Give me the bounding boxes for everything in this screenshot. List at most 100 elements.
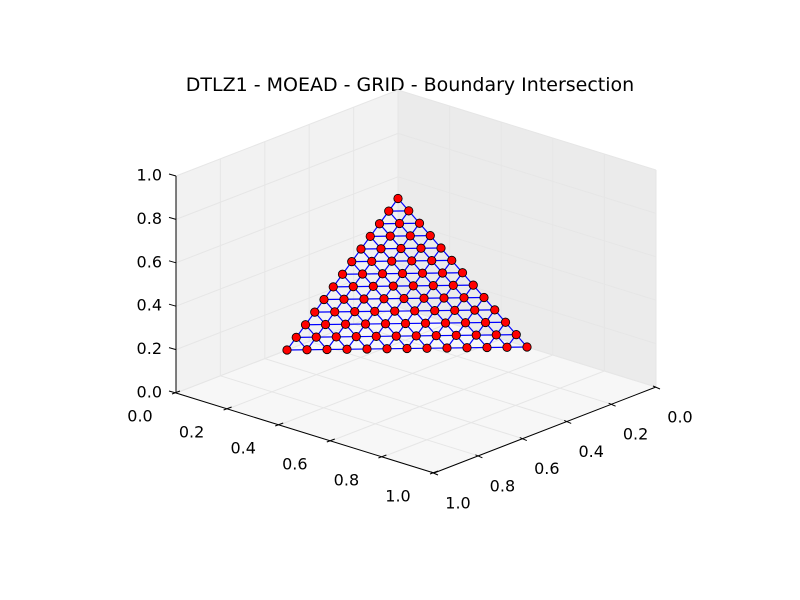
front-point xyxy=(320,319,331,330)
grid-line xyxy=(330,354,553,442)
front-point xyxy=(511,330,521,340)
front-point xyxy=(416,243,426,253)
grid-line xyxy=(397,132,657,214)
front-point xyxy=(411,331,421,341)
front-point xyxy=(490,305,500,315)
y-tick xyxy=(326,438,335,443)
front-line xyxy=(369,235,468,349)
front-point xyxy=(439,293,449,303)
y-tick xyxy=(275,422,284,427)
front-point xyxy=(391,331,401,341)
z-tick xyxy=(168,347,177,351)
front-point xyxy=(291,332,301,342)
front-point xyxy=(356,244,366,254)
front-point xyxy=(340,319,351,329)
front-point xyxy=(420,318,431,328)
front-point xyxy=(385,231,395,241)
front-point xyxy=(396,243,406,254)
front-point xyxy=(394,218,405,229)
front-point xyxy=(522,342,532,352)
grid-line xyxy=(175,89,399,177)
front-point xyxy=(337,269,348,279)
front-point xyxy=(359,294,369,304)
x-tick-label: 0.4 xyxy=(578,442,603,461)
front-point xyxy=(436,243,446,253)
grid-line xyxy=(397,176,657,258)
front-point xyxy=(374,219,385,229)
y-tick-label: 1.0 xyxy=(385,487,410,506)
x-tick-label: 0.0 xyxy=(667,408,692,427)
z-tick-label: 0.4 xyxy=(137,296,162,315)
x-tick xyxy=(475,454,483,459)
front-point xyxy=(368,281,378,291)
x-tick xyxy=(564,419,572,424)
front-point xyxy=(342,344,352,354)
front-line xyxy=(466,309,496,349)
x-tick-label: 0.8 xyxy=(490,476,515,495)
front-line xyxy=(314,309,495,313)
z-tick xyxy=(168,260,177,264)
front-point xyxy=(347,257,357,267)
front-point xyxy=(405,231,415,241)
front-point xyxy=(407,256,417,266)
grid-line xyxy=(264,358,523,440)
front-point xyxy=(310,307,320,317)
front-point xyxy=(300,320,311,330)
z-tick-label: 0.2 xyxy=(137,339,162,358)
z-tick xyxy=(168,390,177,394)
front-point xyxy=(390,306,400,316)
y-tick-label: 0.2 xyxy=(179,423,204,442)
front-point xyxy=(500,317,511,327)
front-point xyxy=(450,305,460,315)
y-tick xyxy=(223,406,232,411)
front-point xyxy=(360,319,371,329)
grid-line xyxy=(397,89,657,171)
front-line xyxy=(314,311,348,350)
front-point xyxy=(348,282,358,292)
x-tick xyxy=(430,471,439,476)
grid-line xyxy=(220,375,479,457)
front-point xyxy=(422,343,432,353)
front-point xyxy=(399,293,409,304)
front-point xyxy=(410,306,420,316)
front-point xyxy=(457,268,468,278)
y-tick xyxy=(378,454,387,459)
front-point xyxy=(419,293,429,303)
front-point xyxy=(442,343,452,353)
axis-lines xyxy=(175,176,657,474)
z-tick xyxy=(168,216,177,220)
z-tick xyxy=(168,173,177,177)
z-tick-label: 0.8 xyxy=(137,209,162,228)
grid-line xyxy=(279,338,502,426)
y-tick-label: 0.6 xyxy=(282,455,307,474)
x-tick xyxy=(608,402,616,407)
front-point xyxy=(400,318,411,329)
grid-line xyxy=(309,340,568,422)
front-point xyxy=(447,255,457,265)
front-point xyxy=(302,345,312,355)
front-point xyxy=(377,269,388,279)
grid-line xyxy=(175,132,399,220)
front-point xyxy=(482,342,492,353)
grid-line xyxy=(382,370,605,458)
axes-panes xyxy=(176,90,656,473)
pane-xz xyxy=(176,90,398,393)
front-point xyxy=(468,280,478,290)
front-point xyxy=(387,256,397,266)
front-point xyxy=(459,293,469,303)
grid-line xyxy=(175,219,399,307)
front-point xyxy=(437,268,448,278)
front-point xyxy=(440,318,451,328)
front-point xyxy=(350,307,360,317)
y-tick-label: 0.4 xyxy=(230,439,255,458)
z-tick-label: 0.6 xyxy=(137,252,162,271)
front-point xyxy=(362,344,372,354)
front-point xyxy=(393,193,403,204)
front-point xyxy=(339,294,349,304)
front-point xyxy=(462,343,472,353)
x-tick-label: 0.6 xyxy=(534,459,559,478)
y-tick-label: 0.0 xyxy=(127,407,152,426)
front-points xyxy=(282,193,532,355)
front-point xyxy=(491,330,501,340)
